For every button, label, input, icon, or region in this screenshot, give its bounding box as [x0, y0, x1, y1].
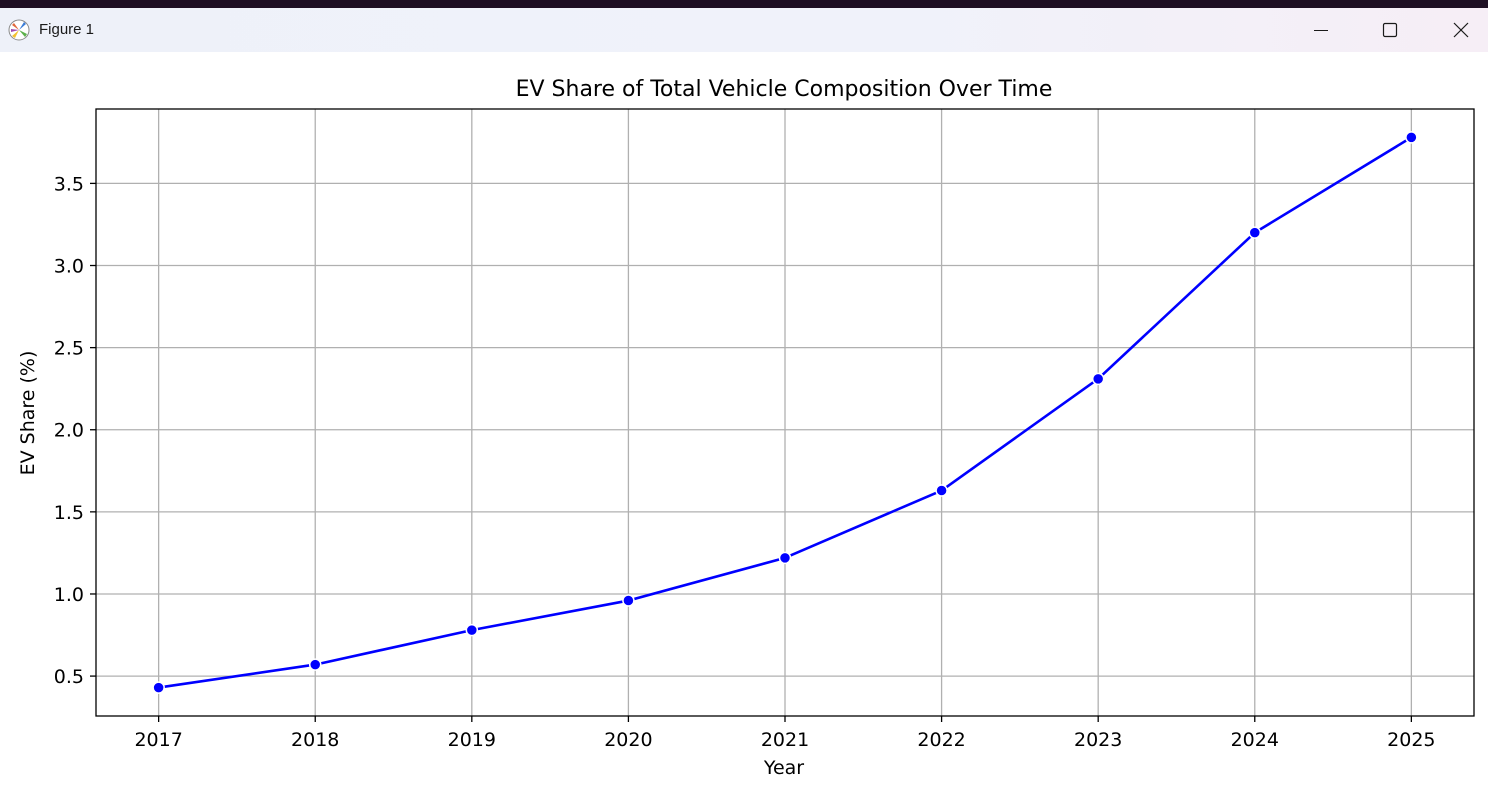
data-point-marker — [935, 484, 948, 497]
x-tick-label: 2024 — [1231, 729, 1279, 751]
data-point-marker — [622, 594, 635, 607]
matplotlib-logo-icon — [8, 19, 30, 41]
minimize-button[interactable] — [1288, 8, 1354, 52]
window-title: Figure 1 — [39, 21, 95, 38]
series-markers — [152, 131, 1418, 694]
maximize-icon — [1382, 22, 1398, 38]
x-tick-label: 2019 — [448, 729, 496, 751]
window-top-edge — [0, 0, 1488, 8]
y-axis-label: EV Share (%) — [17, 351, 39, 476]
data-point-marker — [308, 658, 322, 671]
y-tick-label: 3.5 — [54, 173, 84, 195]
close-icon — [1453, 22, 1469, 38]
y-tick-label: 2.0 — [54, 420, 84, 442]
axis-ticks: 2017 2018 2019 2020 2021 2022 2023 2024 2025 0.5 1… — [54, 173, 1436, 751]
y-tick-label: 2.5 — [54, 338, 84, 360]
data-point-marker — [778, 551, 792, 565]
x-tick-label: 2021 — [761, 729, 809, 751]
y-tick-label: 1.5 — [54, 502, 84, 524]
y-tick-label: 1.0 — [54, 584, 84, 606]
x-tick-label: 2017 — [134, 729, 182, 751]
figure-canvas: 2017 2018 2019 2020 2021 2022 2023 2024 2025 0.5 1… — [0, 52, 1488, 790]
close-button[interactable] — [1428, 8, 1488, 52]
data-point-marker — [1091, 372, 1105, 386]
y-tick-label: 0.5 — [54, 666, 84, 688]
data-point-marker — [1248, 226, 1262, 239]
chart-title: EV Share of Total Vehicle Composition Ov… — [516, 77, 1053, 102]
data-point-marker — [465, 623, 479, 637]
maximize-button[interactable] — [1357, 8, 1423, 52]
data-point-marker — [152, 681, 165, 694]
grid-lines — [96, 109, 1474, 716]
line-chart: 2017 2018 2019 2020 2021 2022 2023 2024 2025 0.5 1… — [17, 77, 1475, 779]
y-tick-label: 3.0 — [54, 256, 84, 278]
title-bar[interactable]: Figure 1 — [0, 8, 1488, 52]
x-tick-label: 2018 — [291, 729, 339, 751]
minimize-icon — [1314, 30, 1328, 31]
data-point-marker — [1405, 131, 1418, 144]
x-tick-label: 2022 — [917, 729, 965, 751]
x-tick-label: 2020 — [604, 729, 652, 751]
x-axis-label: Year — [763, 757, 804, 779]
x-tick-label: 2023 — [1074, 729, 1122, 751]
x-tick-label: 2025 — [1387, 729, 1435, 751]
